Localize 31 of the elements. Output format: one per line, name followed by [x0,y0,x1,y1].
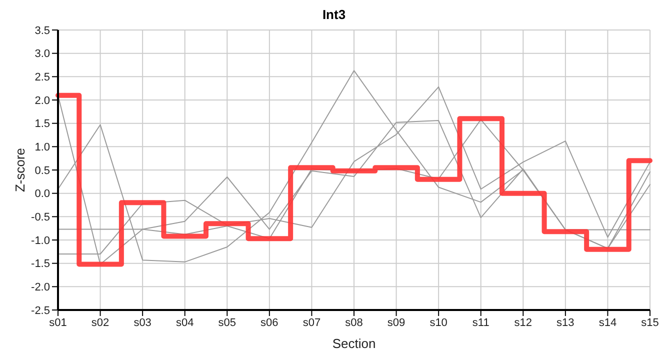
y-tick-label: -1.5 [31,258,50,270]
x-axis-title: Section [332,336,376,351]
y-tick-label: 3.0 [34,48,50,60]
y-tick-label: -2.5 [31,304,50,317]
y-tick-label: 2.5 [34,72,50,84]
y-tick-label: 0.5 [34,164,50,177]
chart-title: Int3 [321,7,347,22]
y-tick-label: -0.5 [31,212,50,224]
y-tick-label: 1.5 [34,118,50,130]
y-tick-label: -1.0 [31,234,50,247]
y-axis-title: Z-score [12,148,28,192]
x-tick-label: s07 [302,316,321,329]
x-tick-label: s06 [260,316,278,329]
x-tick-label: s02 [91,316,110,329]
x-tick-label: s03 [134,316,152,329]
x-tick-label: s14 [598,316,617,329]
x-tick-label: s13 [556,316,574,329]
x-tick-label: s05 [218,316,236,329]
x-tick-label: s11 [472,316,490,329]
y-tick-label: 3.5 [34,24,50,37]
y-tick-label: 0.0 [34,188,50,200]
x-tick-label: s04 [176,316,194,329]
x-tick-label: s15 [641,316,659,329]
x-tick-label: s01 [49,316,67,329]
y-tick-label: -2.0 [31,282,50,294]
y-tick-label: 1.0 [34,142,50,154]
x-tick-label: s08 [345,316,363,329]
x-tick-label: s10 [430,316,448,329]
y-tick-label: 2.0 [34,94,50,107]
x-tick-label: s09 [387,316,406,329]
x-tick-label: s12 [514,316,532,329]
